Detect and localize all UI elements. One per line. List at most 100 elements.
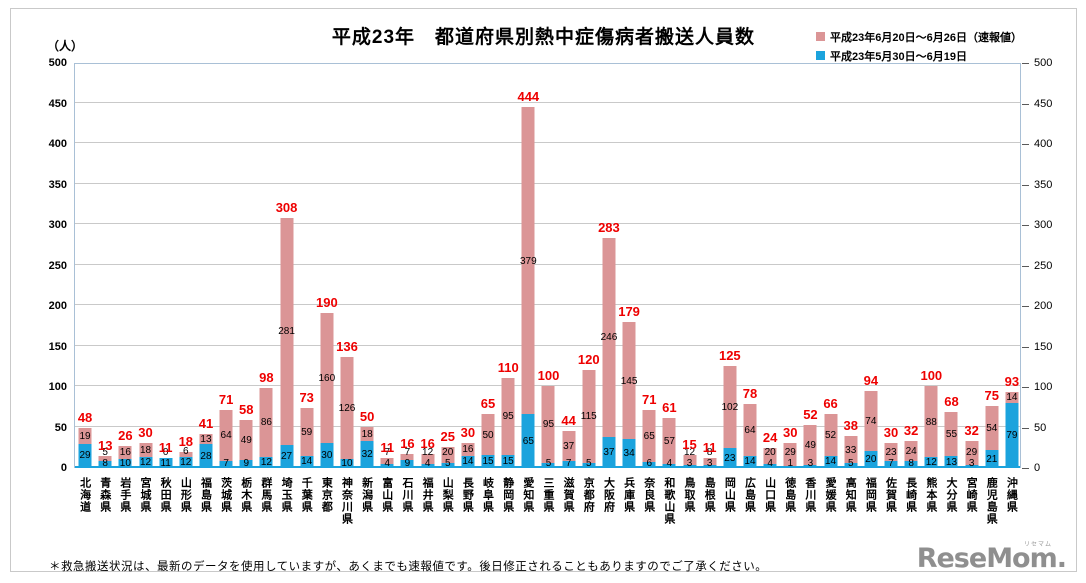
bar-total-label: 24: [762, 429, 778, 445]
bar-segment-early-june: [159, 458, 173, 467]
x-axis-label: 千葉県: [300, 477, 313, 513]
bar-value-early-june: 27: [280, 451, 293, 463]
bar-segment-late-june: [602, 237, 616, 438]
bar-value-late-june: 37: [563, 441, 575, 453]
bar-value-early-june: 5: [444, 458, 451, 469]
bar-value-late-june: 50: [482, 429, 494, 441]
bar-total-label: 50: [359, 408, 375, 424]
gridline: [75, 223, 1020, 224]
bar-total-label: 52: [803, 406, 818, 422]
bar-value-late-june: 12: [422, 447, 434, 458]
bar-segment-late-june: [481, 414, 495, 455]
x-axis-label: 熊本県: [924, 477, 937, 513]
bar-segment-late-june: [360, 426, 374, 442]
bar-total-label: 93: [1004, 373, 1020, 389]
x-axis-label: 宮崎県: [965, 477, 978, 513]
bar-segment-late-june: [924, 386, 938, 458]
bar-segment-late-june: [280, 217, 294, 446]
bar-segment-late-june: [340, 356, 354, 459]
gridline: [75, 385, 1020, 386]
bar-segment-late-june: [461, 442, 475, 456]
x-axis-label: 福岡県: [864, 477, 877, 513]
bar-value-late-june: 160: [318, 372, 336, 384]
bar-value-early-june: 11: [160, 457, 171, 469]
bar-value-early-june: 8: [102, 458, 108, 469]
bar-total-label: 32: [964, 423, 979, 439]
bar-segment-late-june: [783, 442, 797, 467]
bar-total-label: 48: [77, 410, 93, 426]
bar-value-late-june: 126: [338, 402, 356, 414]
bar-slot: 15 50 65: [478, 64, 498, 467]
bar-segment-early-june: [78, 443, 92, 467]
bar-total-label: 11: [380, 440, 395, 456]
gridline: [75, 344, 1020, 346]
bar-value-late-june: 23: [885, 447, 897, 458]
bar-value-early-june: 12: [139, 457, 152, 469]
bar-value-early-june: 23: [724, 452, 736, 464]
bar-value-late-june: 52: [825, 429, 837, 441]
bar-segment-late-june: [622, 322, 636, 440]
bar-segment-early-june: [501, 454, 515, 467]
bar-segment-early-june: [803, 464, 817, 467]
plot-area: 29 19 48 8 5 13 10 16 26 12 18 30 11 0 11 12 6 18 28 13 41 7 6…: [74, 63, 1022, 469]
bar-segment-early-june: [259, 457, 273, 467]
bar-value-late-june: 7: [404, 447, 411, 458]
y-tick-label-right: 400: [1034, 138, 1053, 150]
bar-value-late-june: 64: [220, 430, 232, 442]
bar-slot: 1 29 30: [780, 64, 800, 469]
y-tick-label-right: 350: [1034, 178, 1053, 191]
bar-value-late-june: 29: [966, 447, 978, 458]
legend-swatch-blue: [816, 51, 825, 60]
bar-total-label: 190: [315, 295, 338, 311]
y-tick-label-right: 150: [1034, 340, 1053, 353]
bar-total-label: 13: [97, 438, 113, 454]
bar-value-early-june: 4: [666, 458, 673, 469]
bar-value-early-june: 3: [807, 458, 814, 469]
x-axis-label: 鹿児島県: [985, 477, 998, 525]
bar-slot: 29 19 48: [75, 64, 95, 467]
bar-value-late-june: 19: [79, 430, 91, 442]
y-tick-label-left: 100: [48, 381, 67, 393]
bar-segment-late-june: [582, 369, 596, 463]
bar-segment-late-june: [501, 377, 515, 455]
bar-value-late-june: 145: [620, 375, 638, 387]
bar-total-label: 30: [138, 424, 153, 440]
bar-segment-early-june: [421, 463, 435, 467]
legend-label: 平成23年6月20日～6月26日（速報値）: [830, 31, 1022, 44]
bar-segment-early-june: [844, 462, 858, 467]
bar-slot: 79 14 93: [1002, 64, 1022, 467]
y-tick-label-left: 400: [48, 138, 67, 150]
bar-total-label: 65: [480, 396, 496, 412]
y-tick-label-left: 500: [48, 57, 67, 69]
bar-value-early-june: 13: [945, 456, 958, 468]
resemom-logo: リセマム ReseMom.: [917, 542, 1067, 574]
y-tick-label-right: 250: [1034, 259, 1053, 272]
bar-value-late-june: 16: [119, 446, 131, 458]
x-axis-label: 山梨県: [441, 477, 454, 513]
x-axis-label: 香川県: [803, 477, 816, 513]
bar-value-late-june: 55: [945, 429, 958, 441]
bar-total-label: 61: [662, 399, 677, 415]
bar-total-label: 18: [178, 434, 194, 450]
bar-value-late-june: 12: [683, 447, 696, 458]
y-tick-mark-right: [1022, 387, 1029, 388]
bar-slot: 12 18 30: [135, 64, 155, 469]
y-tick-label-right: 300: [1034, 219, 1053, 231]
bar-slot: 14 59 73: [297, 64, 317, 467]
bar-total-label: 38: [843, 418, 858, 434]
bar-total-label: 30: [783, 424, 798, 440]
y-tick-label-right: 500: [1034, 57, 1053, 69]
bar-value-early-june: 1: [787, 458, 794, 469]
bar-value-late-june: 74: [865, 415, 877, 427]
bar-value-early-june: 4: [384, 458, 391, 469]
bar-segment-late-june: [763, 447, 777, 464]
bar-segment-late-june: [703, 458, 717, 465]
bar-slot: 8 24 32: [901, 64, 921, 469]
y-tick-mark-right: [1022, 427, 1029, 429]
bar-slot: 15 95 110: [498, 64, 519, 467]
gridline: [75, 263, 1020, 265]
x-axis-label: 大阪府: [602, 477, 615, 513]
bar-segment-late-june: [421, 454, 435, 464]
bar-segment-late-june: [965, 441, 979, 465]
y-tick-label-left: 150: [48, 340, 67, 353]
